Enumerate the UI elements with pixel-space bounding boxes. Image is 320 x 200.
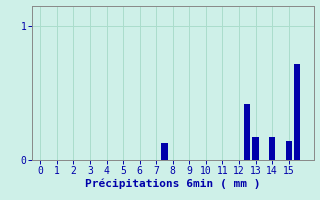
Bar (286, 141, 292, 160)
Bar (269, 137, 275, 160)
Bar (252, 137, 259, 160)
Bar (244, 104, 251, 160)
Bar (161, 143, 168, 160)
X-axis label: Précipitations 6min ( mm ): Précipitations 6min ( mm ) (85, 178, 260, 189)
Bar (294, 64, 300, 160)
